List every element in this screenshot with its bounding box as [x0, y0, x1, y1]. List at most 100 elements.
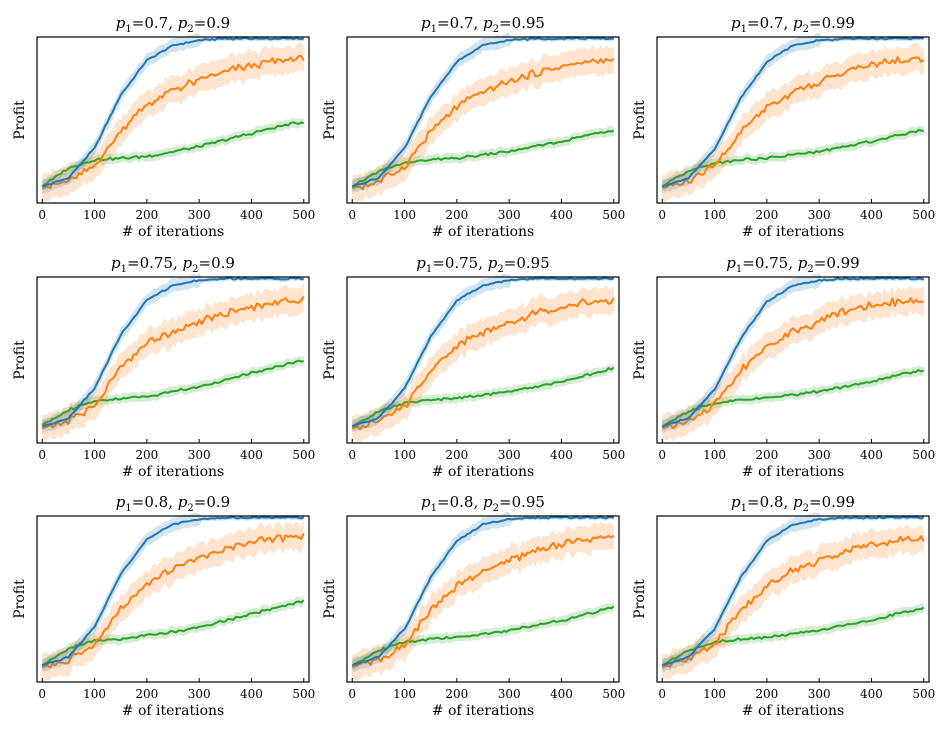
x-tick-label: 200 — [135, 687, 158, 701]
x-axis-label: # of iterations — [432, 464, 534, 480]
series-green-band — [42, 117, 304, 191]
series-green-band — [662, 365, 924, 431]
p2-value: 0.99 — [822, 14, 855, 32]
p2-value: 0.95 — [512, 493, 545, 511]
x-tick-label: 500 — [292, 208, 315, 222]
x-tick-label: 0 — [348, 208, 356, 222]
y-axis-label: Profit — [322, 340, 338, 380]
series-orange-band — [352, 45, 614, 202]
chart-panel-5: p1=0.75, p2=0.95 0 100 200 300 400 500 # of ite… — [322, 254, 625, 480]
series-green-band — [42, 595, 304, 671]
x-axis-label: # of iterations — [742, 224, 844, 240]
chart-panel-3: p1=0.7, p2=0.99 0 100 200 300 400 500 # of iter… — [632, 14, 935, 240]
plot-frame — [36, 36, 310, 204]
x-tick-label: 200 — [135, 448, 158, 462]
x-tick-label: 200 — [445, 448, 468, 462]
series-orange-band — [662, 285, 924, 442]
x-tick-label: 300 — [808, 687, 831, 701]
series-green-line — [661, 369, 925, 428]
x-tick-label: 200 — [445, 208, 468, 222]
chart-title: p1=0.8, p2=0.9 — [116, 493, 230, 514]
x-axis-label: # of iterations — [742, 703, 844, 719]
p1-value: 0.7 — [450, 14, 474, 32]
series-green-line — [661, 129, 924, 188]
x-tick-label: 100 — [393, 687, 416, 701]
y-axis-label: Profit — [632, 100, 648, 140]
x-tick-label: 300 — [188, 687, 211, 701]
chart-title: p1=0.75, p2=0.9 — [111, 254, 235, 275]
series-orange-line — [661, 297, 924, 430]
x-tick-label: 100 — [703, 448, 726, 462]
x-tick-label: 300 — [808, 208, 831, 222]
x-tick-label: 500 — [912, 687, 935, 701]
p2-value: 0.95 — [512, 14, 545, 32]
chart-title: p1=0.75, p2=0.95 — [416, 254, 549, 275]
series-blue-line — [351, 277, 615, 428]
p1-value: 0.75 — [755, 254, 788, 272]
x-tick-label: 0 — [658, 208, 666, 222]
x-tick-label: 400 — [550, 208, 573, 222]
p1-value: 0.75 — [140, 254, 173, 272]
series-green-line — [41, 599, 305, 667]
chart-panel-6: p1=0.75, p2=0.99 0 100 200 300 400 500 # of ite… — [632, 254, 935, 480]
series-green-line — [41, 359, 304, 426]
chart-panel-1: p1=0.7, p2=0.9 0 100 200 300 400 500 # of itera… — [12, 14, 315, 240]
plot-frame — [346, 515, 620, 683]
x-axis-label: # of iterations — [742, 464, 844, 480]
x-tick-label: 0 — [658, 687, 666, 701]
plot-frame — [346, 276, 620, 444]
series-green-band — [352, 601, 614, 671]
x-tick-label: 200 — [755, 448, 778, 462]
chart-panel-9: p1=0.8, p2=0.99 0 100 200 300 400 500 # of iter… — [632, 493, 935, 719]
p1-value: 0.7 — [760, 14, 784, 32]
x-tick-label: 100 — [83, 687, 106, 701]
series-green-line — [351, 366, 615, 428]
series-orange-band — [42, 519, 304, 682]
x-tick-label: 300 — [498, 687, 521, 701]
x-tick-label: 400 — [240, 448, 263, 462]
x-tick-label: 400 — [860, 687, 883, 701]
series-green-line — [351, 605, 615, 667]
y-axis-label: Profit — [12, 340, 28, 380]
chart-title: p1=0.7, p2=0.9 — [116, 14, 230, 35]
p2-value: 0.9 — [206, 14, 230, 32]
series-green-band — [352, 363, 614, 432]
series-blue-line — [351, 36, 614, 188]
x-tick-label: 500 — [602, 208, 625, 222]
x-tick-label: 200 — [755, 687, 778, 701]
series-orange-band — [352, 521, 614, 681]
x-tick-label: 500 — [292, 687, 315, 701]
x-tick-label: 500 — [292, 448, 315, 462]
x-tick-label: 0 — [348, 448, 356, 462]
series-orange-line — [351, 297, 615, 431]
x-axis-label: # of iterations — [432, 224, 534, 240]
plot-frame — [656, 515, 930, 683]
plot-frame — [36, 515, 310, 683]
x-axis-label: # of iterations — [122, 224, 224, 240]
x-tick-label: 300 — [498, 448, 521, 462]
x-tick-label: 100 — [393, 208, 416, 222]
x-tick-label: 0 — [348, 687, 356, 701]
x-tick-label: 500 — [602, 687, 625, 701]
x-tick-label: 0 — [38, 687, 46, 701]
p1-value: 0.8 — [760, 493, 784, 511]
p2-value: 0.95 — [516, 254, 549, 272]
x-axis-label: # of iterations — [122, 703, 224, 719]
series-orange-line — [41, 532, 305, 669]
x-tick-label: 200 — [755, 208, 778, 222]
series-blue-line — [41, 36, 305, 188]
series-orange-band — [662, 523, 924, 682]
x-tick-label: 100 — [703, 687, 726, 701]
plot-frame — [656, 276, 930, 444]
x-tick-label: 0 — [38, 448, 46, 462]
chart-title: p1=0.8, p2=0.99 — [731, 493, 855, 514]
y-axis-label: Profit — [322, 579, 338, 619]
x-axis-label: # of iterations — [432, 703, 534, 719]
series-orange-band — [42, 283, 304, 441]
x-tick-label: 100 — [83, 208, 106, 222]
p2-value: 0.99 — [822, 493, 855, 511]
chart-title: p1=0.8, p2=0.95 — [421, 493, 545, 514]
series-blue-line — [41, 276, 304, 428]
x-tick-label: 200 — [135, 208, 158, 222]
